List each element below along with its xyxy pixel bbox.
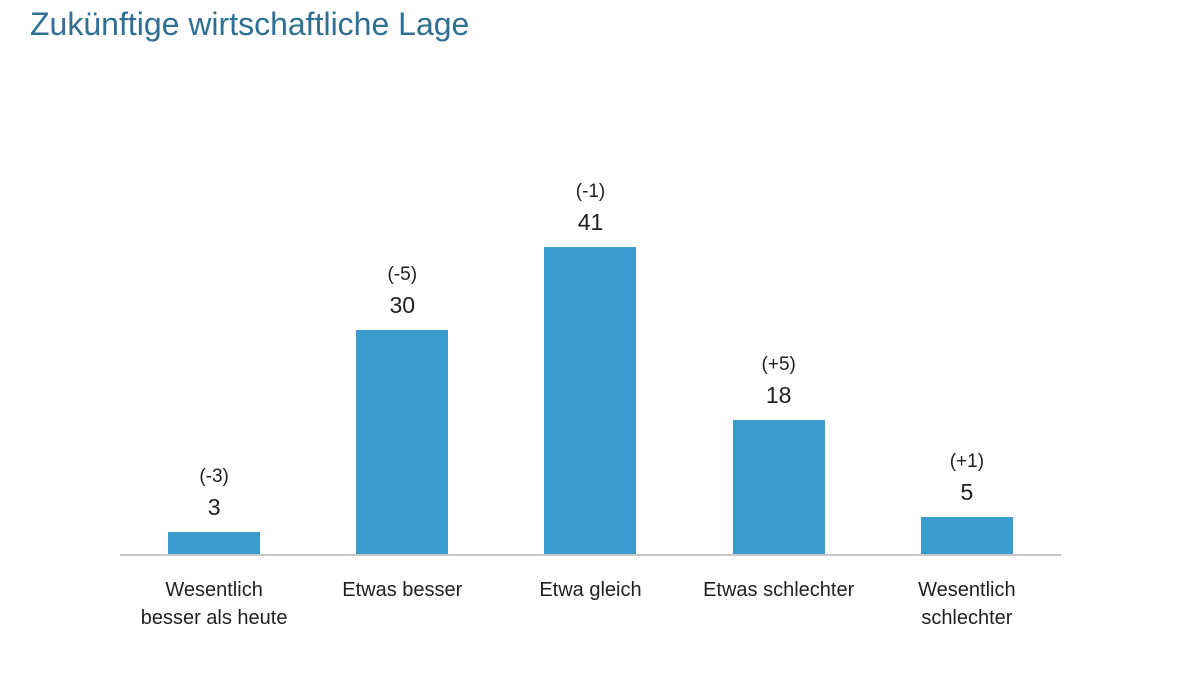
value-label: 41 [577,209,604,235]
category-label-line: schlechter [921,607,1013,629]
bar-column: (-1) 41 [496,0,684,555]
value-label: 3 [207,494,221,520]
category-label: Wesentlich besser als heute [120,576,308,632]
category-label: Etwas schlechter [685,576,873,604]
bar [732,420,825,555]
bar [544,247,637,555]
value-label: 18 [765,382,792,408]
change-label: (-5) [387,264,418,285]
bar [356,330,449,555]
bar-column: (+5) 18 [685,0,873,555]
category-label-line: Etwa gleich [539,579,642,601]
bar-column: (-5) 30 [308,0,496,555]
category-label-line: Wesentlich [918,579,1016,601]
chart-title: Zukünftige wirtschaftliche Lage [30,6,470,42]
bar-chart: (-3) 3 (-5) 30 (-1) 41 (+5) 18 (+1) 5 Wesentlich b… [120,0,1061,675]
change-label: (-3) [199,466,229,487]
category-label-line: Etwas schlechter [703,579,855,601]
bar-column: (+1) 5 [873,0,1061,555]
category-label-line: besser als heute [140,607,288,629]
category-label: Etwas besser [308,576,496,604]
change-label: (-1) [575,181,606,202]
bar-column: (-3) 3 [120,0,308,555]
bar [168,532,261,555]
category-label-line: Etwas besser [342,579,463,601]
plot-area: (-3) 3 (-5) 30 (-1) 41 (+5) 18 (+1) 5 [120,0,1061,555]
bar [920,517,1013,555]
value-label: 5 [960,479,974,505]
change-label: (+1) [949,451,985,472]
x-axis-line [120,554,1061,556]
category-label: Wesentlich schlechter [873,576,1061,632]
category-label: Etwa gleich [496,576,684,604]
category-label-line: Wesentlich [165,579,263,601]
change-label: (+5) [761,354,796,375]
value-label: 30 [389,292,416,318]
